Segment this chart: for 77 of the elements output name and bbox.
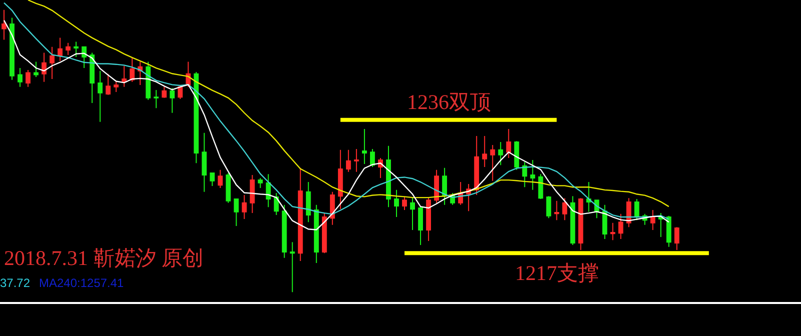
candlestick	[626, 198, 632, 228]
candlestick	[674, 226, 680, 251]
candlestick	[290, 242, 295, 293]
candlestick	[210, 172, 215, 186]
candlestick	[66, 42, 71, 56]
candlestick	[282, 204, 287, 258]
candlestick	[106, 73, 111, 96]
candlestick	[314, 204, 319, 264]
candlestick	[170, 88, 175, 114]
candlestick	[306, 182, 311, 223]
candlestick	[586, 182, 592, 212]
candlestick	[546, 196, 552, 219]
candlestick	[90, 52, 95, 104]
candlestick	[202, 132, 207, 192]
candlestick	[114, 81, 119, 92]
annotation: 37.72	[0, 276, 30, 290]
candlestick	[82, 46, 87, 69]
candlestick	[266, 174, 271, 208]
candlestick	[562, 198, 568, 221]
candlestick	[258, 178, 263, 188]
candlestick	[474, 136, 480, 196]
candlestick	[26, 69, 30, 88]
candlestick	[530, 160, 536, 190]
annotation: 1217支撑	[515, 261, 599, 285]
candlestick	[514, 140, 520, 170]
candlestick	[234, 198, 239, 227]
candlestick	[154, 90, 159, 109]
candlestick	[426, 196, 431, 242]
candlestick	[354, 148, 359, 172]
candlestick	[346, 149, 351, 172]
candlestick	[322, 212, 327, 254]
candlestick	[130, 57, 135, 82]
candlestick	[122, 66, 127, 88]
candlestick	[394, 189, 399, 218]
candlestick	[506, 128, 512, 159]
candlestick	[538, 174, 544, 200]
candlestick	[658, 212, 664, 238]
candlestick	[666, 215, 672, 248]
candlestick	[362, 128, 367, 164]
candlestick	[146, 61, 151, 100]
annotation: 2018.7.31 靳婼汐 原创	[4, 246, 204, 270]
candlestick	[610, 222, 616, 241]
candlestick	[250, 174, 255, 214]
candlestick	[498, 141, 504, 166]
candlestick	[410, 196, 415, 230]
candlestick	[650, 209, 656, 230]
annotation: MA240:1257.41	[39, 276, 124, 290]
candlestick	[482, 136, 488, 168]
candlestick	[218, 169, 223, 188]
candlestick	[554, 200, 560, 221]
candlestick	[2, 9, 6, 40]
candlestick	[162, 86, 167, 98]
candlestick	[442, 167, 448, 206]
candlestick	[34, 61, 39, 78]
candlestick	[490, 144, 496, 182]
candlestick	[74, 41, 79, 58]
candlestick	[330, 191, 335, 226]
candlestick	[298, 167, 303, 262]
candlestick	[242, 194, 247, 220]
candlestick	[18, 68, 22, 88]
candlestick	[98, 70, 103, 122]
candlestick	[402, 196, 407, 210]
candlestick	[578, 198, 584, 251]
candlestick	[42, 52, 47, 82]
candlestick	[338, 149, 343, 210]
candlestick	[386, 145, 391, 208]
annotation: 1236双顶	[407, 90, 491, 114]
candlestick	[522, 161, 528, 188]
candlestick	[226, 172, 231, 204]
candlestick	[274, 192, 279, 216]
candlestick	[418, 206, 423, 246]
candlestick	[10, 17, 14, 80]
candlestick	[618, 213, 624, 240]
candlestick	[50, 46, 55, 80]
candlestick	[58, 37, 63, 62]
candlestick	[370, 148, 375, 168]
candlestick	[634, 198, 640, 221]
